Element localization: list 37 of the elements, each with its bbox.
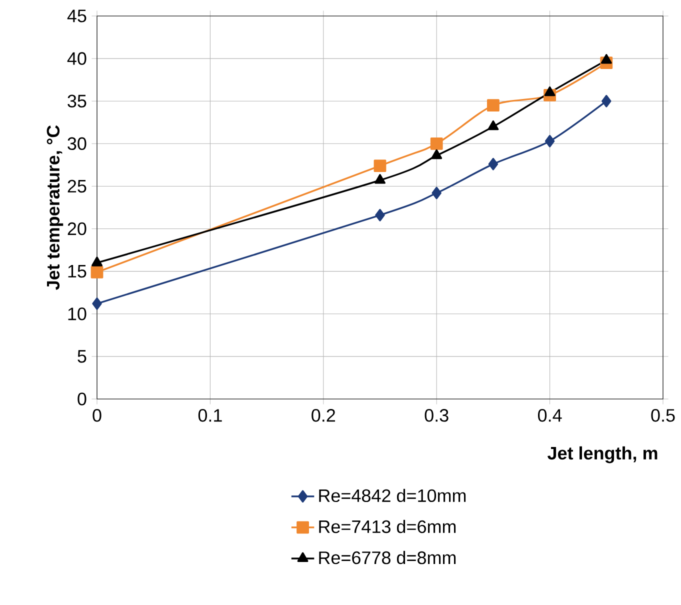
y-tick-label: 25 — [68, 180, 86, 193]
point — [90, 266, 104, 278]
x-tick-label: 0.1 — [198, 409, 222, 422]
legend-label: Re=6778 d=8mm — [319, 550, 456, 564]
point — [600, 54, 612, 64]
y-tick-label: 40 — [67, 52, 86, 65]
y-tick-label: 15 — [68, 265, 86, 278]
x-axis-title: Jet length, m — [548, 446, 658, 464]
x-tick-label: 0 — [92, 409, 102, 422]
point — [374, 160, 386, 172]
legend-label: Re=7413 d=6mm — [319, 520, 456, 534]
x-tick-label: 0.3 — [424, 409, 448, 422]
y-tick-label: 45 — [67, 10, 86, 22]
point — [602, 94, 612, 108]
x-tick-label: 0.4 — [538, 409, 562, 422]
y-tick-label: 5 — [78, 350, 86, 363]
point — [92, 256, 102, 266]
point — [432, 186, 442, 200]
point — [544, 86, 556, 96]
x-tick-label: 0.2 — [312, 409, 336, 422]
y-tick-label: 30 — [68, 137, 86, 150]
y-tick-label: 35 — [68, 94, 86, 108]
y-tick-label: 20 — [68, 222, 86, 236]
y-tick-label: 10 — [68, 308, 86, 320]
point — [487, 99, 500, 112]
point — [544, 134, 555, 148]
point — [430, 137, 443, 150]
point — [488, 158, 498, 170]
y-axis-title: Jet temperature, °C — [46, 125, 64, 290]
legend-label: Re=4842 d=10mm — [319, 488, 466, 502]
point — [431, 149, 442, 160]
point — [375, 208, 385, 222]
point — [488, 120, 499, 130]
x-tick-label: 0.5 — [651, 409, 675, 422]
y-tick-label: 0 — [78, 392, 86, 406]
point — [92, 297, 102, 310]
point — [374, 174, 386, 184]
